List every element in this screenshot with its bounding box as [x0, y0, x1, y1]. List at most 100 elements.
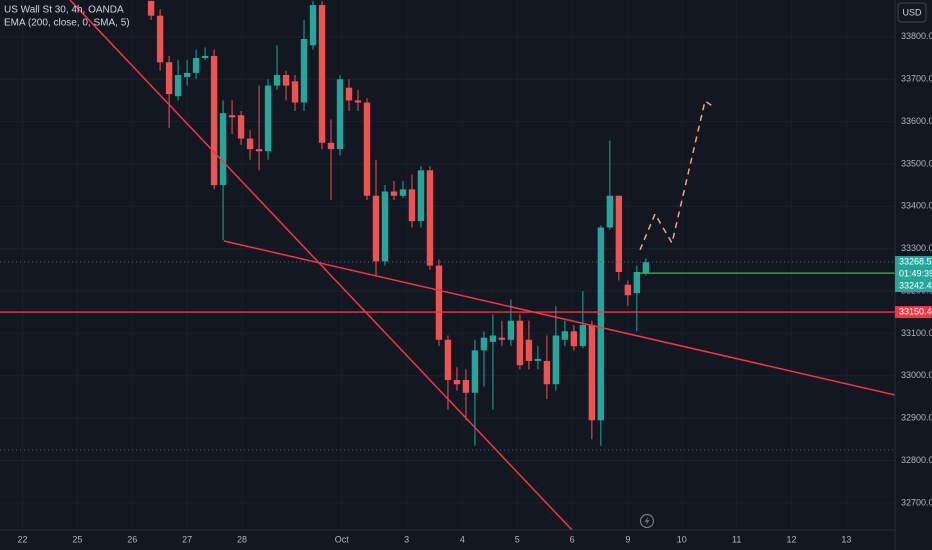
candle-body: [534, 358, 542, 361]
chart-subtitle: EMA (200, close, 0, SMA, 5): [4, 18, 130, 29]
x-tick-label: 26: [127, 534, 137, 544]
candle-body: [507, 320, 515, 340]
y-tick-label: 33500.0: [901, 158, 932, 168]
candle-body: [633, 271, 641, 294]
candle-body: [642, 262, 650, 274]
x-tick-label: 5: [515, 534, 520, 544]
y-tick-label: 32800.0: [901, 455, 932, 465]
chart-title: US Wall St 30, 4h, OANDA: [4, 5, 124, 16]
candle-body: [264, 85, 272, 152]
candle-body: [300, 38, 308, 103]
candle-body: [363, 102, 371, 196]
candle-body: [480, 337, 488, 351]
candle-body: [498, 337, 506, 340]
x-tick-label: 27: [182, 534, 192, 544]
currency: USD: [902, 7, 922, 17]
candle-body: [435, 265, 443, 340]
candle-body: [516, 320, 524, 366]
x-tick-label: 4: [460, 534, 465, 544]
candle-body: [453, 380, 461, 385]
candle-body: [354, 100, 362, 103]
candle-body: [219, 113, 227, 186]
x-tick-label: 22: [17, 534, 27, 544]
x-tick-label: 10: [677, 534, 687, 544]
candle-body: [552, 335, 560, 385]
candle-body: [426, 170, 434, 266]
candle-body: [282, 74, 290, 86]
x-tick-label: Oct: [335, 534, 350, 544]
countdown-bg: [895, 268, 932, 281]
candle-body: [255, 149, 263, 152]
candle-body: [210, 55, 218, 186]
y-tick-label: 33800.0: [901, 31, 932, 41]
y-tick-label: 32900.0: [901, 413, 932, 423]
candle-body: [489, 335, 497, 342]
candle-body: [192, 58, 200, 73]
x-tick-label: 6: [570, 534, 575, 544]
y-tick-label: 33100.0: [901, 328, 932, 338]
y-tick-label: 33600.0: [901, 116, 932, 126]
candle-body: [615, 195, 623, 272]
y-tick-label: 33000.0: [901, 370, 932, 380]
candle-body: [291, 81, 299, 103]
currency-box[interactable]: [897, 2, 927, 23]
candle-body: [444, 339, 452, 381]
candle-body: [183, 72, 191, 78]
candle-body: [525, 339, 533, 361]
trend-line: [69, 0, 573, 531]
x-tick-label: 3: [404, 534, 409, 544]
candle-body: [345, 87, 353, 101]
candle-body: [390, 191, 398, 196]
candle-body: [579, 324, 587, 347]
trend-line: [223, 240, 896, 396]
candle-body: [381, 191, 389, 262]
y-tick-label: 33700.0: [901, 74, 932, 84]
candle-body: [165, 62, 173, 95]
candle-body: [156, 15, 164, 63]
candle-body: [417, 170, 425, 222]
x-tick-label: 28: [237, 534, 247, 544]
price-label: 33150.4: [899, 306, 932, 316]
grid: [0, 0, 895, 530]
price-label: 33242.4: [899, 280, 932, 290]
candle-body: [372, 195, 380, 262]
candle-body: [201, 55, 209, 59]
price-label-bg: [895, 306, 932, 319]
y-tick-label: 33400.0: [901, 201, 932, 211]
candle-body: [309, 5, 317, 46]
x-tick-label: 25: [72, 534, 82, 544]
candle-body: [336, 79, 344, 150]
x-tick-label: 9: [625, 534, 630, 544]
candle-body: [246, 138, 254, 150]
candle-body: [237, 115, 245, 139]
candle-body: [228, 115, 236, 118]
price-lines: [0, 261, 895, 451]
candle-body: [606, 195, 614, 228]
candle-body: [408, 189, 416, 222]
x-tick-label: 13: [841, 534, 851, 544]
icon-circle: [639, 513, 655, 529]
candle-body: [570, 331, 578, 347]
candle-body: [318, 5, 326, 143]
countdown: 01:49:39: [899, 268, 932, 278]
price-label-bg: [895, 256, 932, 269]
candle-body: [543, 360, 551, 385]
candle-body: [273, 74, 281, 86]
drawings: [69, 0, 896, 531]
candle-body: [624, 284, 632, 296]
icon-bolt: [644, 516, 650, 526]
candle-body: [147, 0, 155, 16]
price-label: 33268.5: [899, 256, 932, 266]
candle-body: [174, 74, 182, 97]
candle-body: [462, 380, 470, 393]
price-label-bg: [895, 280, 932, 293]
y-tick-label: 32700.0: [901, 497, 932, 507]
replay-icon[interactable]: [639, 513, 655, 529]
candle-body: [399, 189, 407, 196]
candle-body: [597, 227, 605, 421]
axes: 32700.032800.032900.033000.033100.033200…: [17, 31, 932, 544]
candle-body: [327, 142, 335, 150]
